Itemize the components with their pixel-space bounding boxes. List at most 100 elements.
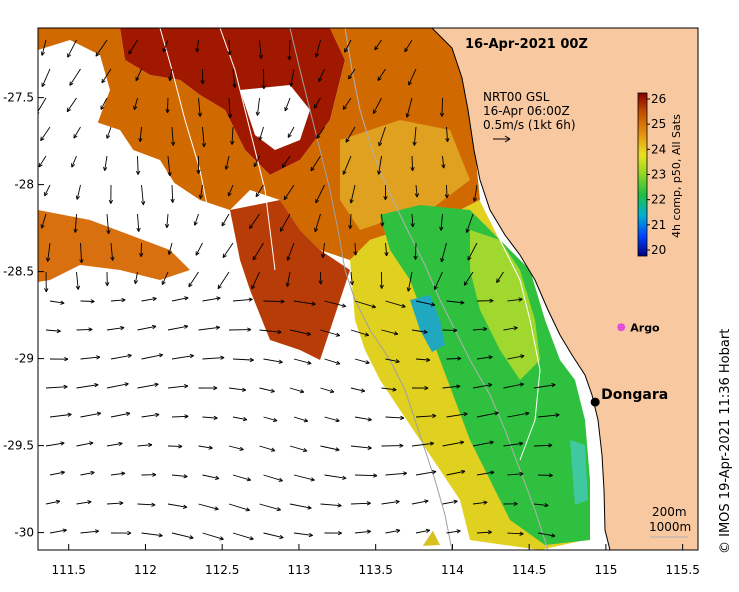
current-arrowhead xyxy=(289,82,294,87)
current-arrow xyxy=(232,358,254,361)
current-arrow xyxy=(252,242,264,261)
current-arrow xyxy=(106,383,129,389)
current-arrow xyxy=(263,300,285,303)
current-arrow xyxy=(441,97,443,117)
current-arrow xyxy=(467,242,478,261)
current-arrow xyxy=(80,242,83,263)
current-arrow xyxy=(228,387,246,391)
current-arrowhead xyxy=(315,198,320,204)
current-arrowhead xyxy=(60,300,65,305)
current-arrow xyxy=(44,184,51,197)
current-arrow xyxy=(324,416,340,422)
contour-white-2 xyxy=(159,28,211,221)
current-arrowhead xyxy=(444,194,450,199)
current-arrow xyxy=(202,357,225,360)
current-arrow xyxy=(472,501,488,505)
current-arrow xyxy=(415,300,435,306)
current-arrow xyxy=(507,298,523,302)
dongara-marker[interactable] xyxy=(590,397,600,407)
current-arrow xyxy=(473,184,478,202)
current-arrowhead xyxy=(118,441,123,447)
current-arrow xyxy=(40,126,51,141)
current-arrow xyxy=(316,126,325,139)
current-arrow xyxy=(385,242,388,256)
current-arrow xyxy=(440,213,443,231)
current-arrow xyxy=(141,532,163,537)
current-arrowhead xyxy=(463,412,468,417)
current-arrow xyxy=(466,213,474,233)
current-arrowhead xyxy=(383,196,388,201)
current-arrow xyxy=(320,503,342,507)
current-arrowhead xyxy=(79,259,84,264)
current-arrow xyxy=(194,213,199,226)
current-arrowhead xyxy=(281,163,286,168)
current-arrow xyxy=(133,97,138,110)
current-arrow xyxy=(415,415,436,418)
current-arrowhead xyxy=(120,325,125,331)
current-arrowhead xyxy=(483,500,488,505)
argo-float-marker[interactable] xyxy=(617,323,626,332)
current-arrowhead xyxy=(441,164,446,169)
current-arrow xyxy=(537,414,560,418)
x-tick-label: 113.5 xyxy=(358,563,392,577)
current-arrowhead xyxy=(184,414,189,419)
current-arrow xyxy=(141,354,163,360)
current-arrowhead xyxy=(215,325,220,330)
current-arrow xyxy=(171,126,174,146)
current-arrowhead xyxy=(167,171,172,177)
current-arrow xyxy=(228,97,231,118)
current-arrow xyxy=(476,412,499,418)
current-arrow xyxy=(263,358,283,363)
current-arrowhead xyxy=(496,278,501,283)
depth-legend-1000m: 1000m xyxy=(649,520,691,534)
current-arrow xyxy=(128,39,138,55)
current-arrowhead xyxy=(425,528,431,533)
current-arrowhead xyxy=(440,257,445,263)
current-arrowhead xyxy=(303,418,309,423)
current-arrowhead xyxy=(413,255,418,260)
current-arrowhead xyxy=(467,256,472,261)
current-arrow xyxy=(503,442,524,447)
current-arrowhead xyxy=(410,223,415,228)
current-arrow xyxy=(100,97,108,110)
current-arrow xyxy=(171,474,188,478)
current-arrowhead xyxy=(378,141,383,147)
current-arrow xyxy=(249,213,260,229)
current-arrow xyxy=(381,329,399,335)
current-arrowhead xyxy=(232,83,237,88)
current-arrowhead xyxy=(278,359,283,364)
current-arrow xyxy=(289,329,311,335)
current-arrowhead xyxy=(249,536,254,541)
current-arrowhead xyxy=(213,385,218,391)
current-arrowhead xyxy=(490,470,495,475)
current-arrow xyxy=(49,529,67,534)
current-arrow xyxy=(80,412,101,418)
current-arrowhead xyxy=(393,331,399,336)
current-arrow xyxy=(408,68,417,86)
current-arrowhead xyxy=(372,109,377,115)
current-arrow xyxy=(263,532,284,539)
current-arrowhead xyxy=(168,76,173,82)
current-arrowhead xyxy=(246,477,252,482)
current-arrowhead xyxy=(360,388,366,393)
current-arrowhead xyxy=(213,415,218,421)
current-arrow xyxy=(76,184,81,200)
current-arrowhead xyxy=(178,444,183,449)
current-arrowhead xyxy=(44,191,49,197)
current-arrow xyxy=(225,155,230,170)
current-arrowhead xyxy=(189,353,194,359)
current-arrow xyxy=(141,298,157,302)
current-arrow xyxy=(533,503,549,506)
current-arrowhead xyxy=(128,50,133,55)
current-arrow xyxy=(350,445,372,449)
current-arrowhead xyxy=(94,383,99,388)
sst-patch-warm-central xyxy=(230,200,350,360)
current-arrowhead xyxy=(247,327,252,332)
current-arrowhead xyxy=(342,475,347,480)
current-arrowhead xyxy=(88,327,93,332)
current-arrowhead xyxy=(513,326,518,331)
current-arrowhead xyxy=(170,141,176,146)
current-arrowhead xyxy=(276,506,281,512)
current-arrow xyxy=(71,155,77,168)
current-arrowhead xyxy=(208,445,213,450)
